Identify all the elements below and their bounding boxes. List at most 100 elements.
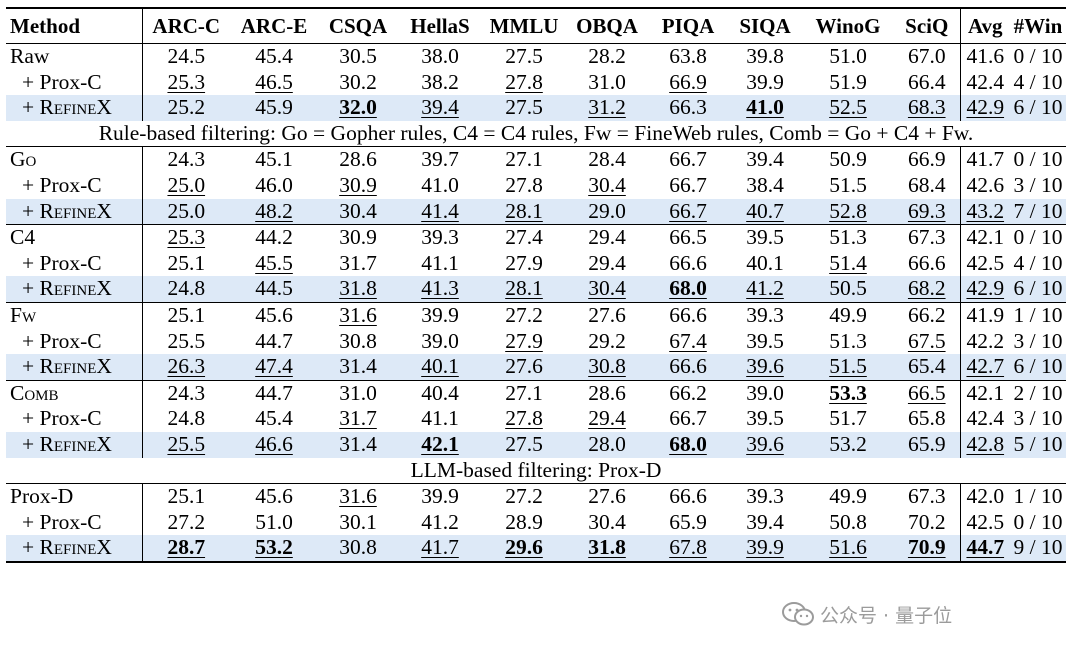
score-value: 42.2 (966, 328, 1005, 353)
table-body: Raw 24.5 45.4 30.5 38.0 27.5 28.2 63.8 39.8 51.0 6… (6, 43, 1066, 563)
score-value: 39.4 (746, 509, 784, 534)
column-header: ARC-E (230, 7, 318, 44)
score-cell: 52.5 (802, 95, 894, 121)
score-value: 41.0 (421, 172, 459, 197)
score-cell: 42.5 (959, 509, 1010, 536)
score-cell: 42.9 (959, 276, 1010, 303)
score-cell: 27.9 (482, 251, 566, 277)
table-row: Fw 25.1 45.6 31.6 39.9 27.2 27.6 66.6 39.3 49.9 66… (6, 302, 1066, 329)
score-cell: 27.2 (482, 302, 566, 328)
score-cell: 68.0 (648, 276, 728, 303)
score-value: 40.1 (746, 250, 784, 275)
score-value: 30.8 (588, 354, 626, 379)
score-value: 68.4 (907, 172, 946, 197)
score-value: 44.7 (255, 328, 293, 353)
score-value: 65.9 (669, 509, 707, 534)
score-value: 27.6 (505, 354, 543, 379)
score-cell: 28.6 (318, 147, 398, 173)
table-row-highlighted: + RefineX 25.5 46.6 31.4 42.1 27.5 28.0 68.0 39.… (6, 431, 1066, 458)
score-cell: 30.8 (318, 535, 398, 563)
score-value: 28.1 (505, 276, 543, 301)
method-name: RefineX (39, 354, 112, 379)
score-value: 30.9 (339, 225, 377, 250)
win-count-cell: 0 / 10 (1013, 44, 1063, 68)
score-value: 40.7 (746, 198, 784, 223)
score-cell: 27.9 (482, 329, 566, 355)
score-cell: 39.9 (728, 535, 802, 563)
score-value: 51.5 (829, 172, 867, 197)
score-cell: 39.5 (728, 225, 802, 251)
win-count-cell: 3 / 10 (1013, 328, 1063, 353)
score-cell: 24.3 (141, 146, 230, 173)
score-value: 39.8 (746, 44, 784, 68)
method-label: + Prox-C (22, 328, 102, 353)
table-row-highlighted: + RefineX 25.0 48.2 30.4 41.4 28.1 29.0 66.7 40.… (6, 198, 1066, 226)
score-value: 39.3 (421, 225, 459, 250)
score-value: 67.3 (907, 225, 946, 250)
score-cell: 28.0 (566, 431, 648, 458)
score-cell: 26.3 (141, 354, 230, 381)
score-cell: 41.9 (959, 302, 1010, 329)
score-cell: 40.4 (398, 380, 482, 406)
score-cell: 41.1 (398, 406, 482, 432)
score-cell: 39.6 (728, 431, 802, 458)
method-name: RefineX (39, 431, 112, 456)
method-cell: + RefineX (6, 354, 142, 381)
score-cell: 27.5 (482, 431, 566, 458)
score-value: 67.8 (669, 535, 707, 560)
score-cell: 25.0 (141, 172, 230, 199)
score-cell: 27.2 (482, 484, 566, 510)
score-value: 70.9 (907, 535, 946, 560)
score-value: 27.8 (505, 406, 543, 431)
score-value: 25.2 (167, 95, 206, 120)
score-cell: 39.3 (728, 484, 802, 510)
score-value: 67.4 (669, 328, 707, 353)
score-cell: 65.8 (894, 406, 960, 432)
score-cell: 29.0 (566, 198, 648, 226)
score-value: 27.5 (505, 44, 543, 68)
score-value: 68.2 (907, 276, 946, 301)
score-cell: 24.3 (141, 380, 230, 407)
score-value: 31.7 (339, 406, 377, 431)
score-value: 30.2 (339, 69, 377, 94)
score-value: 68.0 (669, 431, 707, 456)
score-cell: 24.8 (141, 276, 230, 303)
score-value: 46.6 (255, 431, 293, 456)
score-cell: 68.4 (894, 173, 960, 199)
score-cell: 66.7 (648, 406, 728, 432)
score-cell: 67.3 (894, 484, 960, 510)
method-label: + RefineX (22, 354, 112, 379)
score-value: 30.8 (339, 535, 377, 560)
method-label: C4 (10, 225, 36, 250)
score-cell: 31.6 (318, 484, 398, 510)
score-cell: 28.6 (566, 380, 648, 406)
score-cell: 50.9 (802, 147, 894, 173)
score-cell: 27.5 (482, 95, 566, 121)
score-cell: 45.6 (230, 302, 318, 328)
score-value: 30.9 (339, 172, 377, 197)
table-header-row: Method ARC-C ARC-E CSQA HellaS MMLU OBQA PIQA SI… (6, 7, 1066, 44)
score-value: 25.3 (167, 69, 206, 94)
score-value: 31.8 (588, 535, 626, 560)
score-cell: 67.3 (894, 225, 960, 251)
table-row-highlighted: + RefineX 24.8 44.5 31.8 41.3 28.1 30.4 68.0 41.… (6, 276, 1066, 303)
score-cell: 41.0 (728, 95, 802, 121)
score-value: 41.1 (421, 250, 459, 275)
score-cell: 25.1 (141, 250, 230, 277)
column-header: SciQ (894, 7, 960, 44)
score-cell: 39.6 (728, 354, 802, 381)
column-header: #Win (1010, 7, 1066, 44)
score-value: 53.3 (829, 380, 867, 405)
score-value: 65.4 (907, 354, 946, 379)
win-count-cell: 1 / 10 (1013, 302, 1063, 327)
score-value: 51.9 (829, 69, 867, 94)
score-cell: 44.2 (230, 225, 318, 251)
score-value: 25.5 (167, 328, 206, 353)
score-cell: 30.5 (318, 44, 398, 70)
score-cell: 30.4 (566, 510, 648, 536)
column-header: Avg (959, 7, 1010, 44)
score-value: 42.9 (966, 276, 1005, 301)
table-row-highlighted: + RefineX 25.2 45.9 32.0 39.4 27.5 31.2 66.3 41.… (6, 95, 1066, 121)
win-count-cell: 5 / 10 (1010, 431, 1066, 458)
score-cell: 31.8 (566, 535, 648, 563)
